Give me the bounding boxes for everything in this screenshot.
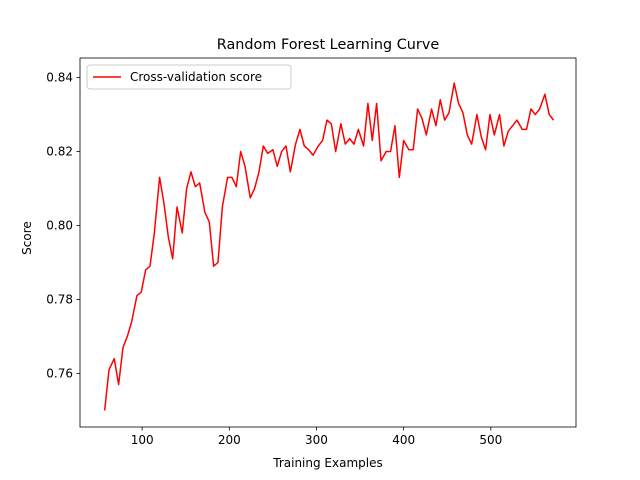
x-tick-label: 500 — [479, 433, 502, 447]
legend-box — [86, 64, 292, 90]
y-tick-label: 0.76 — [46, 366, 73, 380]
y-axis-label: Score — [20, 221, 34, 255]
legend-label: Cross-validation score — [130, 70, 262, 84]
y-tick-label: 0.82 — [46, 145, 73, 159]
y-tick-label: 0.80 — [46, 218, 73, 232]
y-tick-label: 0.84 — [46, 71, 73, 85]
x-tick-label: 300 — [305, 433, 328, 447]
chart-title: Random Forest Learning Curve — [217, 37, 440, 53]
x-tick-label: 100 — [131, 433, 154, 447]
y-tick-label: 0.78 — [46, 292, 73, 306]
data-line — [103, 82, 555, 411]
x-axis-label: Training Examples — [272, 456, 382, 470]
x-tick-label: 200 — [218, 433, 241, 447]
plot-frame — [79, 57, 577, 428]
x-tick-label: 400 — [392, 433, 415, 447]
